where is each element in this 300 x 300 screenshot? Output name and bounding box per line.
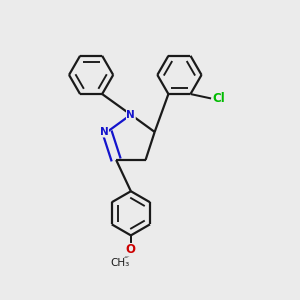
- Text: O: O: [126, 243, 136, 256]
- Text: N: N: [100, 127, 109, 137]
- Text: Cl: Cl: [213, 92, 225, 105]
- Text: N: N: [127, 110, 135, 120]
- Text: CH₃: CH₃: [110, 258, 129, 268]
